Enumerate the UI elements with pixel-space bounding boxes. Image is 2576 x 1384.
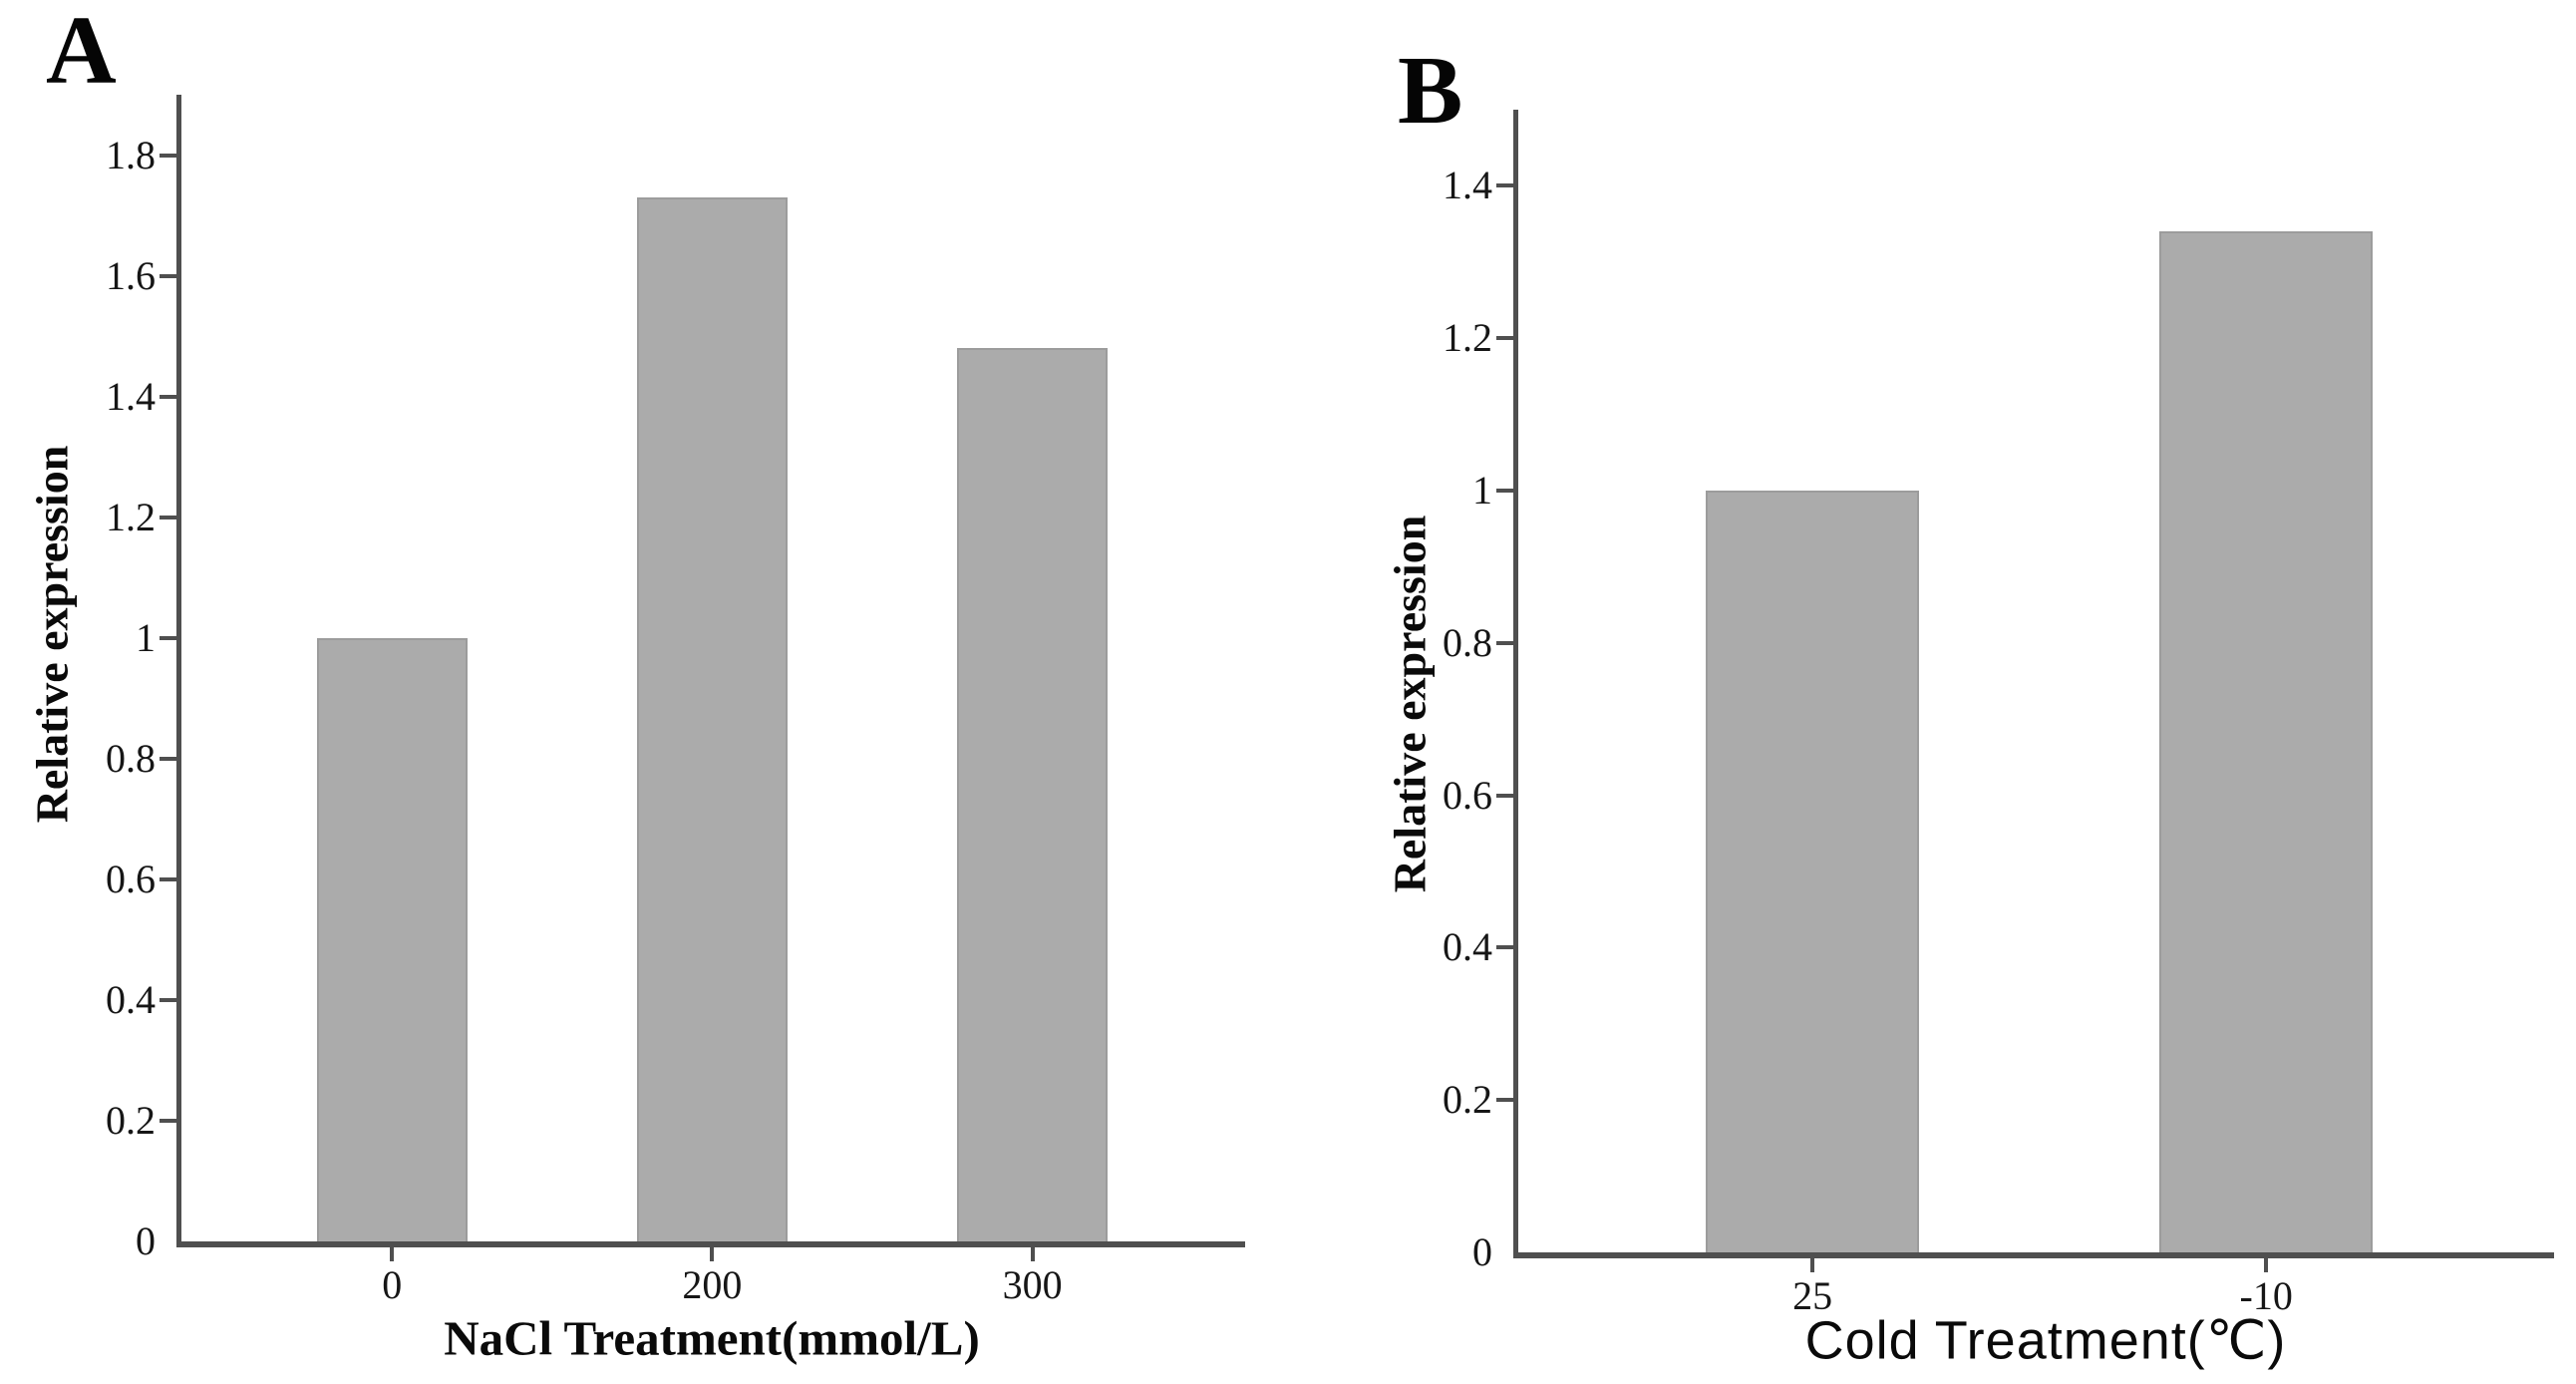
y-axis-tick xyxy=(1496,183,1513,188)
y-axis-tick-label: 0.2 xyxy=(1443,1077,1492,1123)
y-axis-tick xyxy=(160,876,176,881)
x-axis-tick xyxy=(710,1247,715,1261)
y-axis-tick xyxy=(1496,640,1513,645)
panel-b-x-axis-title: Cold Treatment(℃) xyxy=(1804,1310,2287,1371)
x-axis-tick-label: -10 xyxy=(2239,1273,2293,1318)
y-axis-tick xyxy=(160,756,176,761)
y-axis-tick xyxy=(160,997,176,1002)
y-axis-tick-label: 1.4 xyxy=(1443,163,1492,208)
y-axis-tick-label: 1 xyxy=(1472,468,1492,513)
y-axis-tick-label: 1.2 xyxy=(1443,315,1492,361)
panel-b-label: B xyxy=(1398,37,1463,145)
y-axis-tick xyxy=(1496,1098,1513,1103)
y-axis-tick xyxy=(1496,336,1513,341)
x-axis-tick-label: 0 xyxy=(382,1262,403,1307)
panel-a-y-axis-title: Relative expression xyxy=(26,445,78,824)
y-axis-tick-label: 0.6 xyxy=(106,856,156,901)
bar-0 xyxy=(316,637,468,1241)
x-axis-tick xyxy=(2264,1258,2269,1272)
panel-b-y-axis-title: Relative expression xyxy=(1384,515,1436,893)
y-axis-tick xyxy=(160,635,176,640)
y-axis-tick-label: 0.8 xyxy=(1443,619,1492,665)
bar-25 xyxy=(1706,491,1920,1252)
y-axis-tick-label: 1.8 xyxy=(106,132,156,177)
panel-a-x-axis-title: NaCl Treatment(mmol/L) xyxy=(444,1310,980,1366)
y-axis-tick-label: 0.2 xyxy=(106,1097,156,1143)
y-axis-tick xyxy=(160,273,176,278)
y-axis-tick xyxy=(160,153,176,158)
y-axis-tick-label: 0 xyxy=(1472,1229,1492,1274)
y-axis-tick xyxy=(1496,793,1513,798)
y-axis-tick xyxy=(1496,489,1513,493)
panel-a-plot-area: 0 0.2 0.4 0.6 0.8 1 1.2 1.4 1.6 1.8 0 200 300 xyxy=(106,95,1245,1305)
y-axis-tick xyxy=(1496,945,1513,950)
y-axis-tick-label: 0.8 xyxy=(106,735,156,781)
y-axis-tick xyxy=(160,1118,176,1123)
x-axis-tick xyxy=(1030,1247,1035,1261)
y-axis-tick-label: 0.6 xyxy=(1443,772,1492,818)
y-axis-tick-label: 1.2 xyxy=(106,494,156,539)
y-axis-tick-label: 1.6 xyxy=(106,252,156,298)
y-axis-tick-label: 1.4 xyxy=(106,373,156,419)
x-axis-tick xyxy=(390,1247,395,1261)
x-axis-tick xyxy=(1810,1258,1815,1272)
bar-300 xyxy=(956,348,1109,1241)
y-axis-tick xyxy=(160,394,176,399)
y-axis-tick-label: 0 xyxy=(136,1218,156,1263)
y-axis-tick-label: 1 xyxy=(136,614,156,660)
bar--10 xyxy=(2159,231,2374,1252)
x-axis-tick-label: 25 xyxy=(1792,1273,1833,1318)
y-axis-tick-label: 0.4 xyxy=(1443,924,1492,970)
bar-200 xyxy=(636,196,789,1241)
y-axis-tick xyxy=(160,515,176,519)
y-axis-tick-label: 0.4 xyxy=(106,976,156,1022)
x-axis-tick-label: 200 xyxy=(682,1262,743,1307)
panel-b-plot-area: 0 0.2 0.4 0.6 0.8 1 1.2 1.4 25 -10 xyxy=(1443,110,2554,1316)
x-axis-tick-label: 300 xyxy=(1002,1262,1063,1307)
panel-a-label: A xyxy=(46,0,117,105)
